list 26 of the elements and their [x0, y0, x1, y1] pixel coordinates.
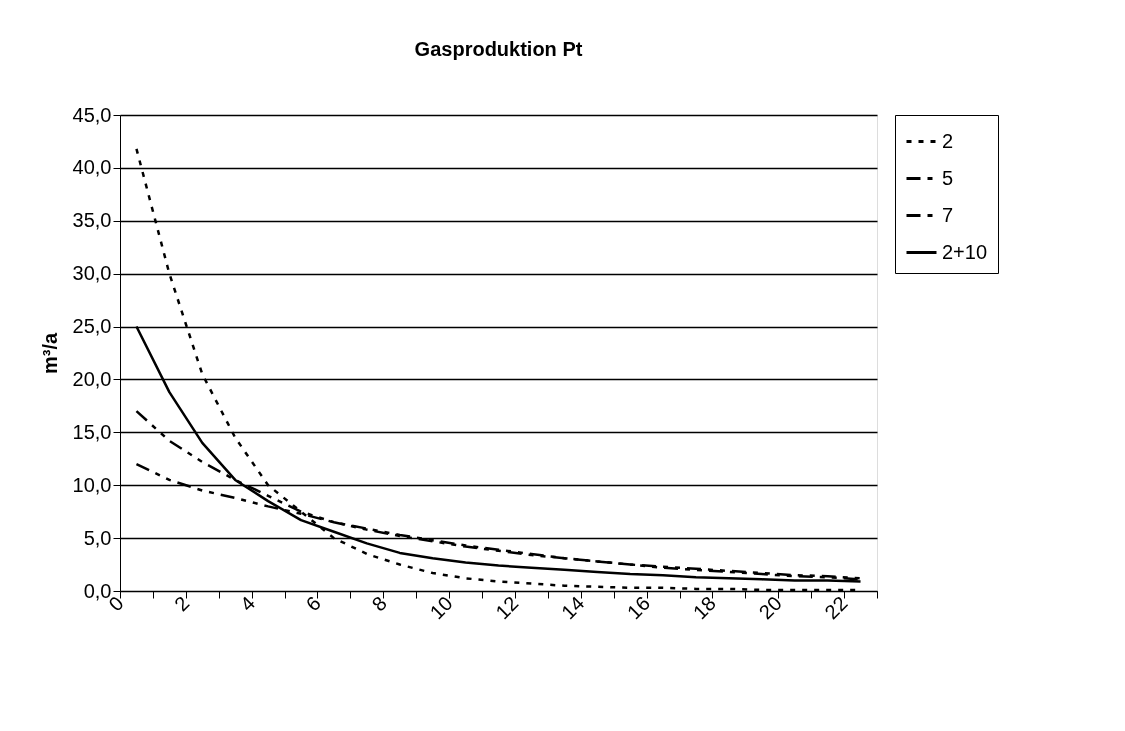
x-tick-label: 20 [754, 592, 786, 624]
x-tick-label: 10 [425, 592, 457, 624]
x-tick-label: 14 [557, 592, 589, 624]
legend-label: 7 [942, 203, 954, 226]
x-tick-label: 22 [820, 592, 852, 624]
x-tick-label: 2 [169, 592, 194, 616]
legend-label: 2 [942, 129, 954, 152]
x-tick-label: 4 [235, 592, 260, 616]
x-tick-label: 12 [491, 592, 523, 624]
legend-label: 2+10 [942, 240, 988, 263]
y-tick-label: 40,0 [72, 156, 112, 179]
y-tick-label: 35,0 [72, 209, 112, 232]
y-tick-label: 10,0 [72, 473, 112, 496]
y-axis-title: m³/a [38, 332, 61, 375]
x-tick-label: 6 [301, 592, 326, 616]
x-tick-label: 8 [367, 592, 391, 616]
x-tick-label: 16 [622, 592, 655, 624]
y-tick-label: 25,0 [72, 315, 112, 338]
legend-label: 5 [942, 166, 954, 189]
x-tick-label: 18 [688, 592, 721, 624]
chart-title: Gasproduktion Pt [414, 38, 583, 60]
y-tick-label: 20,0 [72, 367, 112, 390]
y-tick-label: 30,0 [72, 262, 112, 285]
y-tick-label: 15,0 [72, 420, 112, 443]
y-tick-label: 5,0 [83, 526, 112, 549]
y-tick-label: 45,0 [72, 103, 112, 126]
